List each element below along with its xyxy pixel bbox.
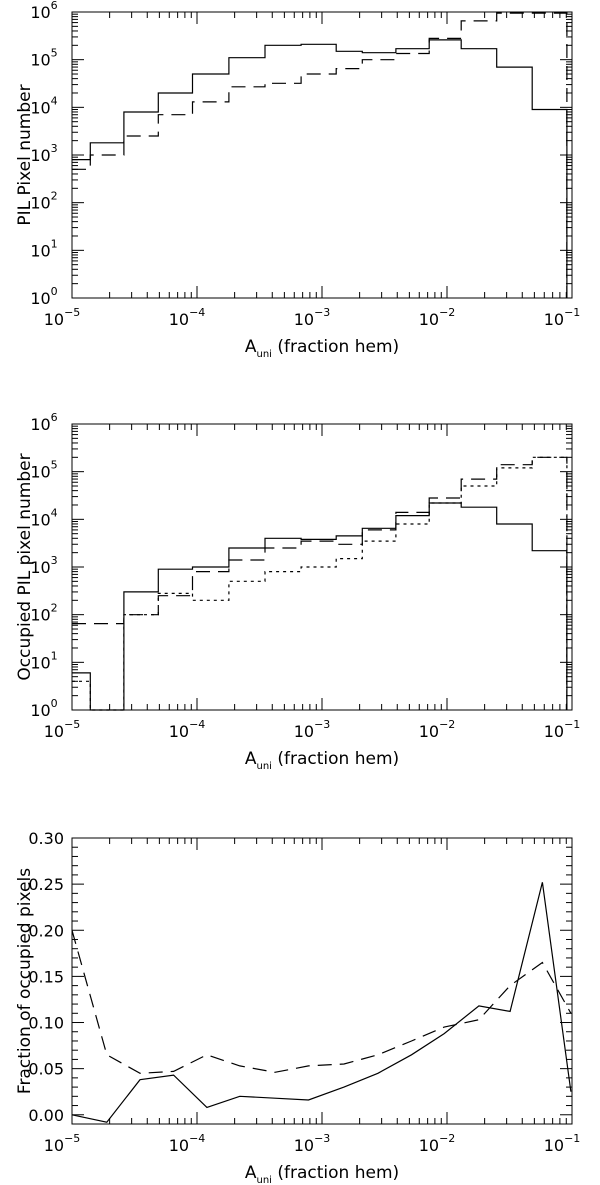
y-tick-label: 103: [30, 142, 57, 165]
y-axis-label: Fraction of occupied pixels: [15, 868, 35, 1094]
series-solid-line: [71, 882, 572, 1123]
plot-frame: [71, 837, 573, 1125]
y-tick-label: 106: [30, 0, 57, 22]
series-dashed-line: [71, 930, 572, 1074]
y-axis-label: PIL Pixel number: [15, 84, 35, 225]
x-tick-label: 10−5: [44, 1132, 81, 1155]
y-tick-label: 101: [30, 237, 57, 260]
x-tick-label: 10−2: [419, 718, 456, 741]
x-axis-label: Auni (fraction hem): [245, 749, 399, 772]
x-tick-label: 10−3: [294, 718, 331, 741]
chart-1: 10−5 10−4 10−3 10−2 10−1 100 101 102 103 104 105 10…: [15, 0, 580, 360]
y-tick-label: 0.15: [28, 967, 64, 986]
x-tick-label: 10−4: [169, 306, 206, 329]
x-tick-label: 10−1: [544, 306, 581, 329]
y-tick-label: 104: [30, 94, 57, 117]
y-tick-label: 0.05: [28, 1060, 64, 1079]
y-tick-label: 103: [30, 554, 57, 577]
y-tick-label: 104: [30, 506, 57, 529]
y-tick-label: 0.10: [28, 1014, 64, 1033]
x-axis-label: Auni (fraction hem): [245, 1163, 399, 1185]
series-dashed-line: [72, 456, 568, 710]
x-tick-label: 10−4: [169, 718, 206, 741]
y-tick-label: 102: [30, 602, 57, 625]
y-tick-label: 100: [30, 285, 57, 308]
x-tick-label: 10−4: [169, 1132, 206, 1155]
y-tick-label: 0.20: [28, 921, 64, 940]
x-tick-label: 10−2: [419, 306, 456, 329]
series-solid-line: [72, 502, 568, 711]
y-tick-label: 0.25: [28, 875, 64, 894]
x-tick-label: 10−1: [544, 1132, 581, 1155]
chart-2: 10−5 10−4 10−3 10−2 10−1 100 101 102 103 104 105 10…: [15, 411, 580, 772]
y-tick-label: 100: [30, 697, 57, 720]
y-tick-label: 102: [30, 190, 57, 213]
x-tick-label: 10−1: [544, 718, 581, 741]
chart-3: 10−5 10−4 10−3 10−2 10−1 0.00 0.05 0.10 0.15 0.20…: [15, 829, 580, 1185]
x-tick-label: 10−3: [294, 1132, 331, 1155]
y-tick-label: 106: [30, 411, 57, 434]
y-axis-label: Occupied PIL pixel number: [15, 453, 35, 680]
x-tick-label: 10−3: [294, 306, 331, 329]
y-tick-label: 0.00: [28, 1106, 64, 1125]
y-tick-label: 105: [30, 459, 57, 482]
series-solid-line: [72, 39, 568, 298]
y-tick-label: 0.30: [28, 829, 64, 848]
x-axis-label: Auni (fraction hem): [245, 337, 399, 360]
x-tick-label: 10−2: [419, 1132, 456, 1155]
y-tick-label: 101: [30, 649, 57, 672]
series-dashed-line: [72, 12, 568, 298]
x-tick-label: 10−5: [44, 718, 81, 741]
series-dotted-line: [72, 456, 568, 711]
y-tick-label: 105: [30, 47, 57, 70]
x-tick-label: 10−5: [44, 306, 81, 329]
